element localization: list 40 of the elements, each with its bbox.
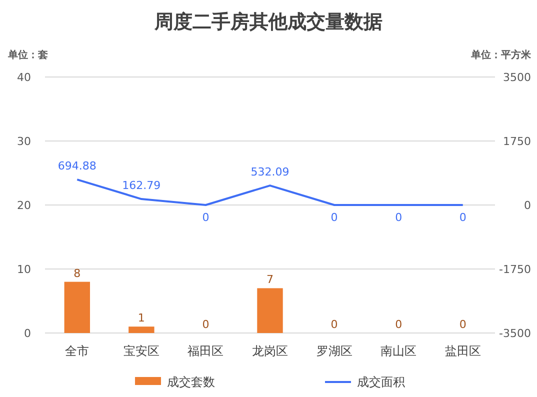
data-label: 694.88 [58, 160, 96, 173]
data-label: 0 [459, 318, 466, 331]
y-tick-label: 10 [17, 263, 31, 276]
y-tick-label: 0 [24, 327, 31, 340]
y-axis-title: 单位：套 [7, 49, 48, 61]
x-tick-label: 龙岗区 [252, 344, 288, 358]
data-label: 8 [74, 266, 81, 280]
y-tick-label: 20 [17, 199, 31, 212]
data-label: 1 [138, 312, 145, 325]
legend-label: 成交面积 [357, 375, 405, 389]
y-tick-label: 40 [17, 71, 31, 84]
legend-label: 成交套数 [167, 375, 215, 389]
x-tick-label: 盐田区 [444, 344, 481, 358]
chart-title: 周度二手房其他成交量数据 [154, 11, 382, 33]
y2-tick-label: -3500 [499, 327, 531, 340]
data-label: 0 [202, 318, 210, 331]
y2-tick-label: 0 [524, 199, 531, 212]
y2-tick-label: 3500 [503, 71, 531, 84]
data-label: 532.09 [250, 166, 290, 179]
x-tick-label: 全市 [65, 344, 90, 358]
data-label: 0 [395, 211, 402, 224]
bar [257, 288, 283, 333]
y2-axis-title: 单位：平方米 [470, 49, 532, 61]
data-label: 0 [330, 211, 338, 224]
data-label: 0 [330, 318, 338, 331]
bar [128, 326, 154, 333]
x-tick-label: 南山区 [380, 344, 417, 358]
data-label: 162.79 [122, 179, 161, 192]
y2-tick-label: 1750 [503, 135, 531, 148]
data-label: 0 [459, 211, 466, 224]
y2-tick-label: -1750 [499, 263, 531, 276]
bar [64, 282, 90, 333]
x-tick-label: 罗湖区 [316, 344, 352, 358]
y-tick-label: 30 [17, 135, 31, 148]
x-tick-label: 福田区 [188, 344, 224, 358]
data-label: 0 [202, 211, 210, 224]
data-label: 0 [395, 318, 402, 331]
line-series [76, 178, 464, 206]
data-label: 7 [266, 273, 274, 286]
x-tick-label: 宝安区 [123, 344, 160, 358]
